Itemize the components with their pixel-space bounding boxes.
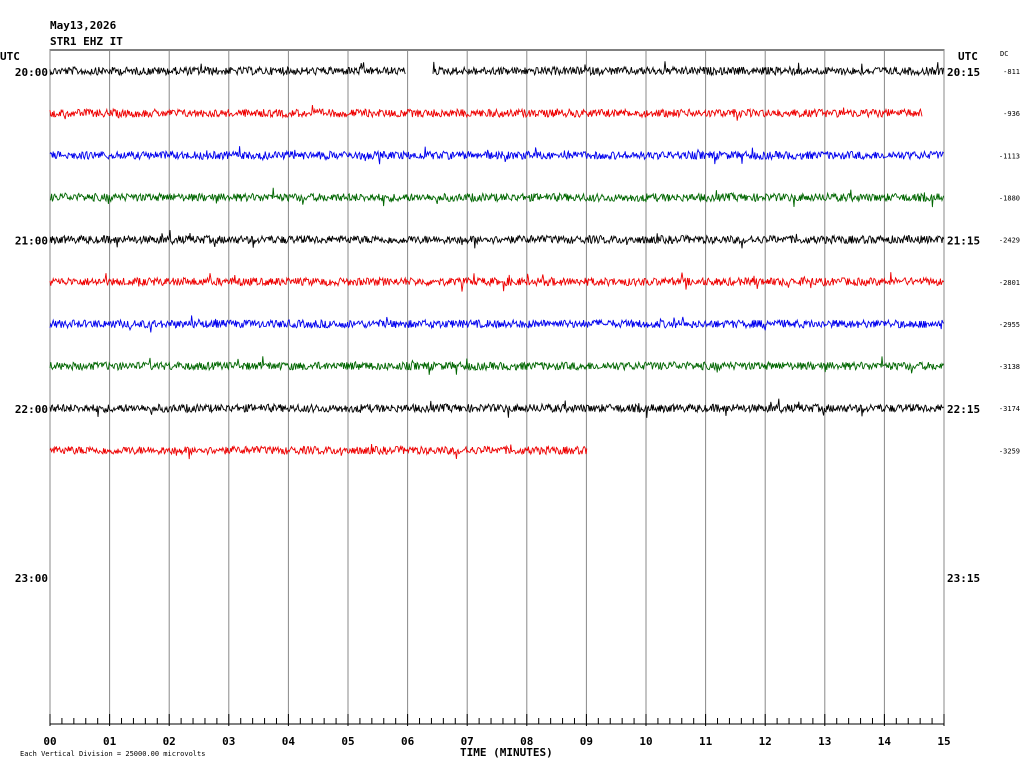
x-tick-label: 02 <box>163 735 176 748</box>
dc-value: -1880 <box>999 194 1020 202</box>
dc-value: -2429 <box>999 237 1020 245</box>
dc-value: -811 <box>1003 68 1020 76</box>
x-tick-label: 05 <box>341 735 354 748</box>
footer: Each Vertical Division = 25000.00 microv… <box>20 750 205 758</box>
date: May13,2026 <box>50 19 117 32</box>
dc-value: -2801 <box>999 279 1020 287</box>
right-time-label: 22:15 <box>947 403 980 416</box>
seismic-trace <box>49 62 406 77</box>
x-tick-label: 10 <box>639 735 652 748</box>
plot-frame <box>49 49 945 725</box>
x-tick-label: 09 <box>580 735 593 748</box>
x-tick-label: 07 <box>461 735 474 748</box>
x-axis-title: TIME (MINUTES) <box>460 746 553 759</box>
dc-value: -3259 <box>999 447 1020 455</box>
seismic-trace <box>49 187 945 208</box>
dc-value: -3138 <box>999 363 1020 371</box>
x-tick-label: 03 <box>222 735 235 748</box>
x-tick-label: 01 <box>103 735 117 748</box>
seismic-trace <box>49 105 923 121</box>
seismic-trace <box>49 272 944 292</box>
seismic-trace <box>432 61 944 77</box>
x-tick-label: 04 <box>282 735 296 748</box>
seismic-trace <box>49 398 944 418</box>
seismic-trace <box>49 315 944 333</box>
right-time-label: 21:15 <box>947 235 980 248</box>
x-tick-label: 13 <box>818 735 831 748</box>
seismic-trace <box>49 443 588 460</box>
seismic-trace <box>49 356 945 375</box>
right-axis-title: UTC <box>958 50 978 63</box>
x-tick-label: 06 <box>401 735 415 748</box>
x-tick-label: 00 <box>43 735 56 748</box>
dc-value: -936 <box>1003 110 1020 118</box>
left-time-label: 22:00 <box>15 403 48 416</box>
left-time-label: 20:00 <box>15 66 48 79</box>
dc-title: DC <box>1000 50 1008 58</box>
station: STR1 EHZ IT <box>50 35 123 48</box>
seismic-trace <box>49 230 945 249</box>
seismic-trace <box>49 146 944 165</box>
x-tick-label: 12 <box>759 735 772 748</box>
right-time-label: 20:15 <box>947 66 980 79</box>
x-tick-label: 14 <box>878 735 892 748</box>
x-tick-label: 08 <box>520 735 533 748</box>
x-tick-label: 15 <box>937 735 950 748</box>
left-time-label: 21:00 <box>15 235 48 248</box>
dc-value: -1113 <box>999 152 1020 160</box>
dc-value: -2955 <box>999 321 1020 329</box>
left-time-label: 23:00 <box>15 572 48 585</box>
dc-value: -3174 <box>999 405 1020 413</box>
x-tick-label: 11 <box>699 735 713 748</box>
left-axis-title: UTC <box>0 50 20 63</box>
right-time-label: 23:15 <box>947 572 980 585</box>
